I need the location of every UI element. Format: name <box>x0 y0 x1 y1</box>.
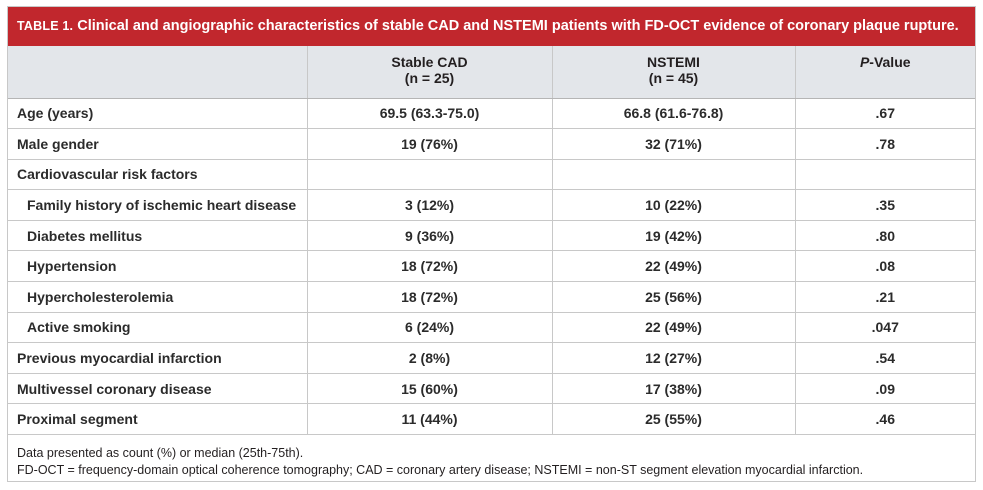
cell-stable-cad: 6 (24%) <box>306 312 552 344</box>
table-row: Hypertension 18 (72%) 22 (49%) .08 <box>8 250 975 283</box>
table-caption: TABLE 1. Clinical and angiographic chara… <box>8 7 975 46</box>
cell-stable-cad: 18 (72%) <box>306 250 552 283</box>
header-nstemi: NSTEMI (n = 45) <box>551 46 795 99</box>
header-stable-cad-title: Stable CAD <box>391 54 468 70</box>
table-row: Diabetes mellitus 9 (36%) 19 (42%) .80 <box>8 220 975 252</box>
cell-p-value: .08 <box>794 250 975 283</box>
cell-nstemi: 25 (55%) <box>551 403 795 436</box>
characteristics-table: Stable CAD (n = 25) NSTEMI (n = 45) P-Va… <box>8 46 975 436</box>
cell-nstemi: 22 (49%) <box>551 250 795 283</box>
table-caption-text: Clinical and angiographic characteristic… <box>77 18 959 34</box>
table-row: Hypercholesterolemia 18 (72%) 25 (56%) .21 <box>8 281 975 313</box>
table-footnotes: Data presented as count (%) or median (2… <box>8 435 975 479</box>
cell-p-value <box>794 159 975 191</box>
cell-p-value: .78 <box>794 128 975 160</box>
cell-stable-cad: 19 (76%) <box>306 128 552 160</box>
row-label: Diabetes mellitus <box>8 220 307 252</box>
table-row: Active smoking 6 (24%) 22 (49%) .047 <box>8 312 975 344</box>
table-row: Previous myocardial infarction 2 (8%) 12 (… <box>8 342 975 374</box>
cell-nstemi: 12 (27%) <box>551 342 795 374</box>
cell-stable-cad: 69.5 (63.3-75.0) <box>306 98 552 130</box>
cell-nstemi: 32 (71%) <box>551 128 795 160</box>
cell-stable-cad <box>306 159 552 191</box>
header-stable-cad: Stable CAD (n = 25) <box>306 46 552 99</box>
row-label: Cardiovascular risk factors <box>8 159 307 191</box>
cell-p-value: .54 <box>794 342 975 374</box>
cell-p-value: .35 <box>794 189 975 221</box>
cell-p-value: .21 <box>794 281 975 313</box>
row-label: Previous myocardial infarction <box>8 342 307 374</box>
cell-stable-cad: 9 (36%) <box>306 220 552 252</box>
header-p-value-title: -Value <box>869 54 911 70</box>
cell-stable-cad: 15 (60%) <box>306 373 552 405</box>
table-header-row: Stable CAD (n = 25) NSTEMI (n = 45) P-Va… <box>8 46 975 99</box>
cell-nstemi: 19 (42%) <box>551 220 795 252</box>
row-label: Hypertension <box>8 250 307 283</box>
row-label: Family history of ischemic heart disease <box>8 189 307 221</box>
header-stable-cad-n: (n = 25) <box>404 70 455 86</box>
table-caption-label: TABLE 1. <box>17 19 74 33</box>
cell-p-value: .46 <box>794 403 975 436</box>
cell-p-value: .09 <box>794 373 975 405</box>
header-p-value: P-Value <box>794 46 975 99</box>
cell-p-value: .047 <box>794 312 975 344</box>
header-row-label <box>8 46 307 99</box>
table-row: Multivessel coronary disease 15 (60%) 17 (… <box>8 373 975 405</box>
cell-nstemi: 22 (49%) <box>551 312 795 344</box>
footnote-abbreviations: FD-OCT = frequency-domain optical cohere… <box>17 463 864 478</box>
header-nstemi-n: (n = 45) <box>648 70 699 86</box>
cell-nstemi: 25 (56%) <box>551 281 795 313</box>
row-label: Active smoking <box>8 312 307 344</box>
table-row: Age (years) 69.5 (63.3-75.0) 66.8 (61.6-76… <box>8 98 975 130</box>
table-row: Family history of ischemic heart disease… <box>8 189 975 221</box>
cell-stable-cad: 18 (72%) <box>306 281 552 313</box>
footnote-data-presentation: Data presented as count (%) or median (2… <box>17 446 304 461</box>
row-label: Multivessel coronary disease <box>8 373 307 405</box>
header-nstemi-title: NSTEMI <box>647 54 700 70</box>
cell-p-value: .80 <box>794 220 975 252</box>
row-label: Age (years) <box>8 98 307 130</box>
cell-nstemi <box>551 159 795 191</box>
header-p-letter: P <box>859 54 870 70</box>
row-label: Proximal segment <box>8 403 307 436</box>
table-row: Cardiovascular risk factors <box>8 159 975 191</box>
table-row: Proximal segment 11 (44%) 25 (55%) .46 <box>8 403 975 436</box>
cell-nstemi: 17 (38%) <box>551 373 795 405</box>
table-row: Male gender 19 (76%) 32 (71%) .78 <box>8 128 975 160</box>
row-label: Male gender <box>8 128 307 160</box>
cell-stable-cad: 11 (44%) <box>306 403 552 436</box>
cell-nstemi: 10 (22%) <box>551 189 795 221</box>
cell-stable-cad: 2 (8%) <box>306 342 552 374</box>
cell-stable-cad: 3 (12%) <box>306 189 552 221</box>
cell-p-value: .67 <box>794 98 975 130</box>
cell-nstemi: 66.8 (61.6-76.8) <box>551 98 795 130</box>
row-label: Hypercholesterolemia <box>8 281 307 313</box>
table-figure: TABLE 1. Clinical and angiographic chara… <box>7 6 976 482</box>
